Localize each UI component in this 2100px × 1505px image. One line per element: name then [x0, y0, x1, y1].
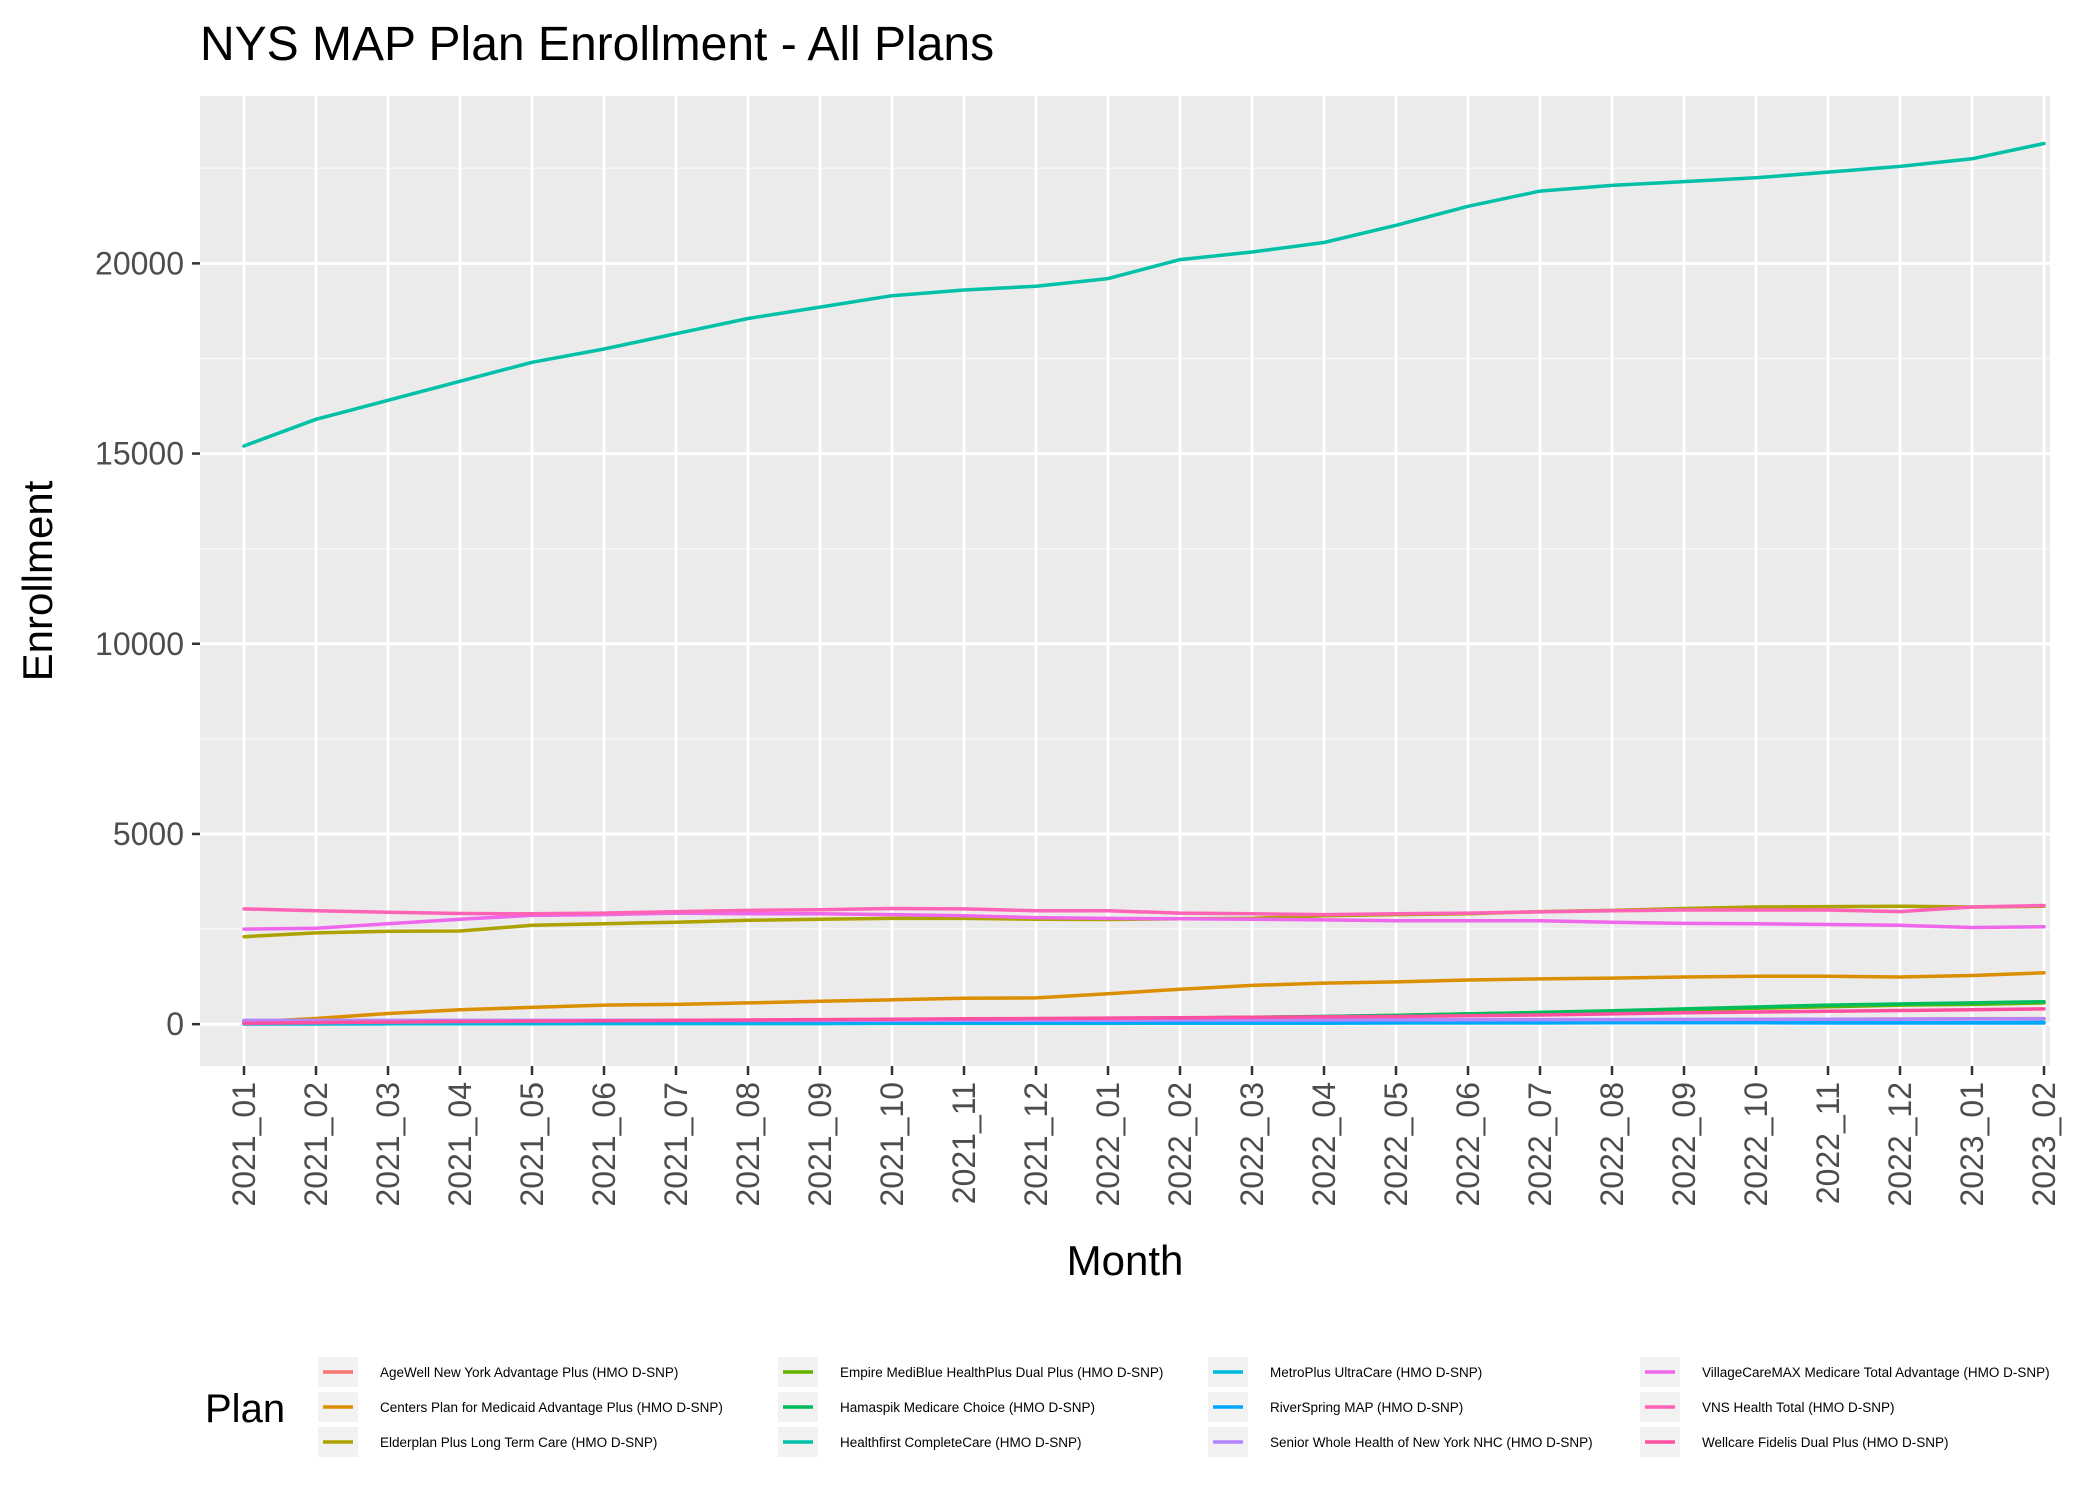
- x-tick-label: 2022_05: [1378, 1082, 1414, 1207]
- x-tick-label: 2023_02: [2026, 1082, 2062, 1207]
- series-line: [242, 971, 2046, 1025]
- legend-label: MetroPlus UltraCare (HMO D-SNP): [1270, 1365, 1482, 1380]
- grid-minor: [200, 167, 2050, 930]
- x-tick-label: 2021_03: [370, 1082, 406, 1207]
- x-tick-label: 2021_02: [298, 1082, 334, 1207]
- legend-label: RiverSpring MAP (HMO D-SNP): [1270, 1400, 1463, 1415]
- y-tick-label: 15000: [95, 436, 184, 472]
- series-line: [242, 903, 2046, 917]
- legend-label: VNS Health Total (HMO D-SNP): [1702, 1400, 1895, 1415]
- legend-label: VillageCareMAX Medicare Total Advantage …: [1702, 1365, 2050, 1380]
- series-line: [242, 1007, 2046, 1026]
- y-tick-label: 20000: [95, 245, 184, 281]
- x-tick-label: 2021_07: [658, 1082, 694, 1207]
- series-line: [242, 141, 2046, 448]
- legend-title: Plan: [205, 1387, 285, 1431]
- x-tick-label: 2021_08: [730, 1082, 766, 1207]
- x-tick-label: 2022_04: [1306, 1082, 1342, 1207]
- x-tick-label: 2022_09: [1666, 1082, 1702, 1207]
- y-tick-label: 5000: [113, 816, 184, 852]
- legend-label: Healthfirst CompleteCare (HMO D-SNP): [840, 1435, 1082, 1450]
- x-tick-label: 2022_06: [1450, 1082, 1486, 1207]
- x-tick-label: 2022_03: [1234, 1082, 1270, 1207]
- legend-label: Hamaspik Medicare Choice (HMO D-SNP): [840, 1400, 1095, 1415]
- x-tick-label: 2021_01: [226, 1082, 262, 1207]
- legend-label: Senior Whole Health of New York NHC (HMO…: [1270, 1435, 1593, 1450]
- x-tick-label: 2022_12: [1882, 1082, 1918, 1207]
- legend-label: Wellcare Fidelis Dual Plus (HMO D-SNP): [1702, 1435, 1949, 1450]
- x-tick-label: 2022_02: [1162, 1082, 1198, 1207]
- x-tick-label: 2023_01: [1954, 1082, 1990, 1207]
- x-tick-label: 2022_07: [1522, 1082, 1558, 1207]
- x-tick-label: 2021_12: [1018, 1082, 1054, 1207]
- x-tick-label: 2021_10: [874, 1082, 910, 1207]
- chart-title: NYS MAP Plan Enrollment - All Plans: [200, 18, 994, 71]
- x-tick-label: 2021_05: [514, 1082, 550, 1207]
- legend-label: Empire MediBlue HealthPlus Dual Plus (HM…: [840, 1365, 1163, 1380]
- x-tick-label: 2021_04: [442, 1082, 478, 1207]
- x-tick-label: 2022_08: [1594, 1082, 1630, 1207]
- x-axis-label: Month: [1067, 1237, 1184, 1284]
- y-axis-label: Enrollment: [14, 480, 61, 681]
- x-tick-label: 2022_10: [1738, 1082, 1774, 1207]
- x-tick-label: 2021_11: [946, 1082, 982, 1204]
- y-tick-label: 0: [166, 1006, 184, 1042]
- legend-label: AgeWell New York Advantage Plus (HMO D-S…: [380, 1365, 678, 1380]
- legend: Plan AgeWell New York Advantage Plus (HM…: [205, 1357, 2050, 1457]
- series-lines: [242, 141, 2046, 1026]
- x-tick-label: 2021_06: [586, 1082, 622, 1207]
- plot-panel: [200, 96, 2050, 1066]
- x-axis: 2021_01 2021_02 2021_03 2021_04 2021_05 2021_…: [226, 1066, 2062, 1207]
- legend-label: Centers Plan for Medicaid Advantage Plus…: [380, 1400, 723, 1415]
- y-tick-label: 10000: [95, 626, 184, 662]
- legend-label: Elderplan Plus Long Term Care (HMO D-SNP…: [380, 1435, 657, 1450]
- x-tick-label: 2022_11: [1810, 1082, 1846, 1204]
- x-tick-label: 2021_09: [802, 1082, 838, 1207]
- y-axis: 0 5000 10000 15000 20000: [95, 245, 200, 1042]
- x-tick-label: 2022_01: [1090, 1082, 1126, 1207]
